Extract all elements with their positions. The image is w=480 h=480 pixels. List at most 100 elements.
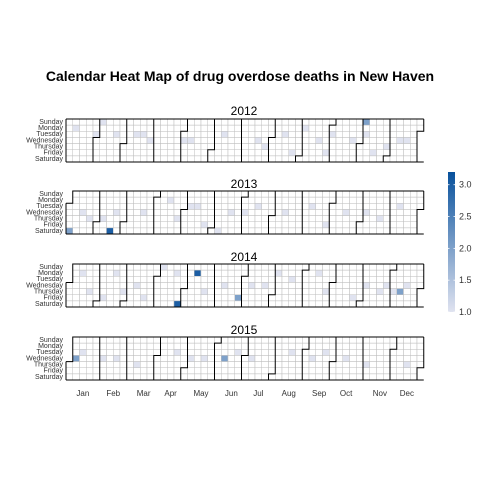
day-cell <box>308 373 316 381</box>
day-cell <box>234 124 242 132</box>
day-cell <box>119 209 127 216</box>
day-cell <box>342 227 350 235</box>
day-cell <box>281 149 289 157</box>
day-cell <box>214 215 222 223</box>
year-label: 2015 <box>231 323 258 337</box>
death-cell <box>349 137 357 144</box>
weekday-label: Friday <box>44 222 64 229</box>
day-cell <box>356 118 364 126</box>
day-cell <box>173 143 181 151</box>
day-cell <box>113 361 121 369</box>
day-cell <box>241 190 249 198</box>
death-cell <box>99 294 107 302</box>
day-cell <box>268 221 276 229</box>
day-cell <box>329 342 337 350</box>
day-cell <box>167 361 175 369</box>
day-cell <box>126 155 134 163</box>
day-cell <box>335 149 343 157</box>
day-cell <box>268 137 276 144</box>
day-cell <box>241 227 249 235</box>
day-cell <box>281 361 289 369</box>
day-cell <box>86 137 94 144</box>
day-cell <box>200 300 208 308</box>
day-cell <box>119 149 127 157</box>
day-cell <box>281 367 289 375</box>
day-cell <box>410 131 418 138</box>
day-cell <box>200 373 208 381</box>
day-cell <box>227 118 235 126</box>
day-cell <box>65 118 73 126</box>
month-border <box>328 337 337 381</box>
day-cell <box>410 361 418 369</box>
day-cell <box>254 336 262 344</box>
day-cell <box>342 288 350 296</box>
day-cell <box>153 155 161 163</box>
day-cell <box>275 276 283 283</box>
day-cell <box>275 361 283 369</box>
month-label: Jun <box>225 389 238 398</box>
day-cell <box>167 282 175 289</box>
day-cell <box>288 367 296 375</box>
day-cell <box>180 124 188 132</box>
day-cell <box>180 288 188 296</box>
day-cell <box>167 269 175 277</box>
day-cell <box>302 294 310 302</box>
day-cell <box>79 294 87 302</box>
day-cell <box>308 124 316 132</box>
day-cell <box>113 221 121 229</box>
day-cell <box>329 269 337 277</box>
day-cell <box>302 215 310 223</box>
day-cell <box>302 149 310 157</box>
day-cell <box>389 300 397 308</box>
day-cell <box>234 361 242 369</box>
day-cell <box>86 294 94 302</box>
day-cell <box>221 221 229 229</box>
day-cell <box>72 131 80 138</box>
day-cell <box>288 227 296 235</box>
day-cell <box>187 215 195 223</box>
day-cell <box>119 190 127 198</box>
day-cell <box>356 355 364 362</box>
death-cell <box>133 282 141 289</box>
day-cell <box>119 221 127 229</box>
day-cell <box>322 373 330 381</box>
day-cell <box>160 367 168 375</box>
day-cell <box>79 131 87 138</box>
day-cell <box>308 131 316 138</box>
day-cell <box>92 196 100 204</box>
day-cell <box>160 361 168 369</box>
day-cell <box>335 155 343 163</box>
day-cell <box>396 196 404 204</box>
day-cell <box>329 209 337 216</box>
month-border <box>92 191 101 235</box>
day-cell <box>113 227 121 235</box>
day-cell <box>119 203 127 210</box>
day-cell <box>227 196 235 204</box>
day-cell <box>126 349 134 356</box>
day-cell <box>214 149 222 157</box>
day-cell <box>160 221 168 229</box>
day-cell <box>295 124 303 132</box>
day-cell <box>356 196 364 204</box>
day-cell <box>180 209 188 216</box>
day-cell <box>173 263 181 271</box>
day-cell <box>288 300 296 308</box>
day-cell <box>315 155 323 163</box>
day-cell <box>389 203 397 210</box>
day-cell <box>140 367 148 375</box>
weekday-label: Saturday <box>35 156 64 163</box>
day-cell <box>268 203 276 210</box>
day-cell <box>86 367 94 375</box>
day-cell <box>254 196 262 204</box>
day-cell <box>65 361 73 369</box>
day-cell <box>173 137 181 144</box>
day-cell <box>79 227 87 235</box>
day-cell <box>356 137 364 144</box>
death-cell <box>113 355 121 362</box>
day-cell <box>329 263 337 271</box>
day-cell <box>140 336 148 344</box>
day-cell <box>207 336 215 344</box>
day-cell <box>369 190 377 198</box>
day-cell <box>119 124 127 132</box>
day-cell <box>146 288 154 296</box>
